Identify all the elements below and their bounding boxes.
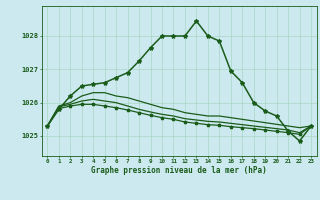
X-axis label: Graphe pression niveau de la mer (hPa): Graphe pression niveau de la mer (hPa) [91, 166, 267, 175]
